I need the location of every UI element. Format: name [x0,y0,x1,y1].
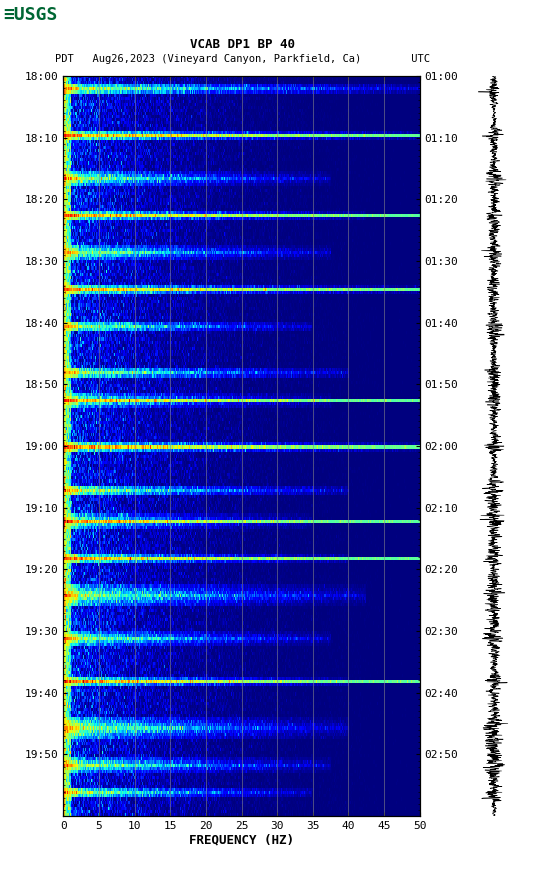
Text: VCAB DP1 BP 40: VCAB DP1 BP 40 [190,38,295,52]
Text: ≡USGS: ≡USGS [3,6,57,24]
Text: PDT   Aug26,2023 (Vineyard Canyon, Parkfield, Ca)        UTC: PDT Aug26,2023 (Vineyard Canyon, Parkfie… [55,54,431,63]
X-axis label: FREQUENCY (HZ): FREQUENCY (HZ) [189,834,294,847]
